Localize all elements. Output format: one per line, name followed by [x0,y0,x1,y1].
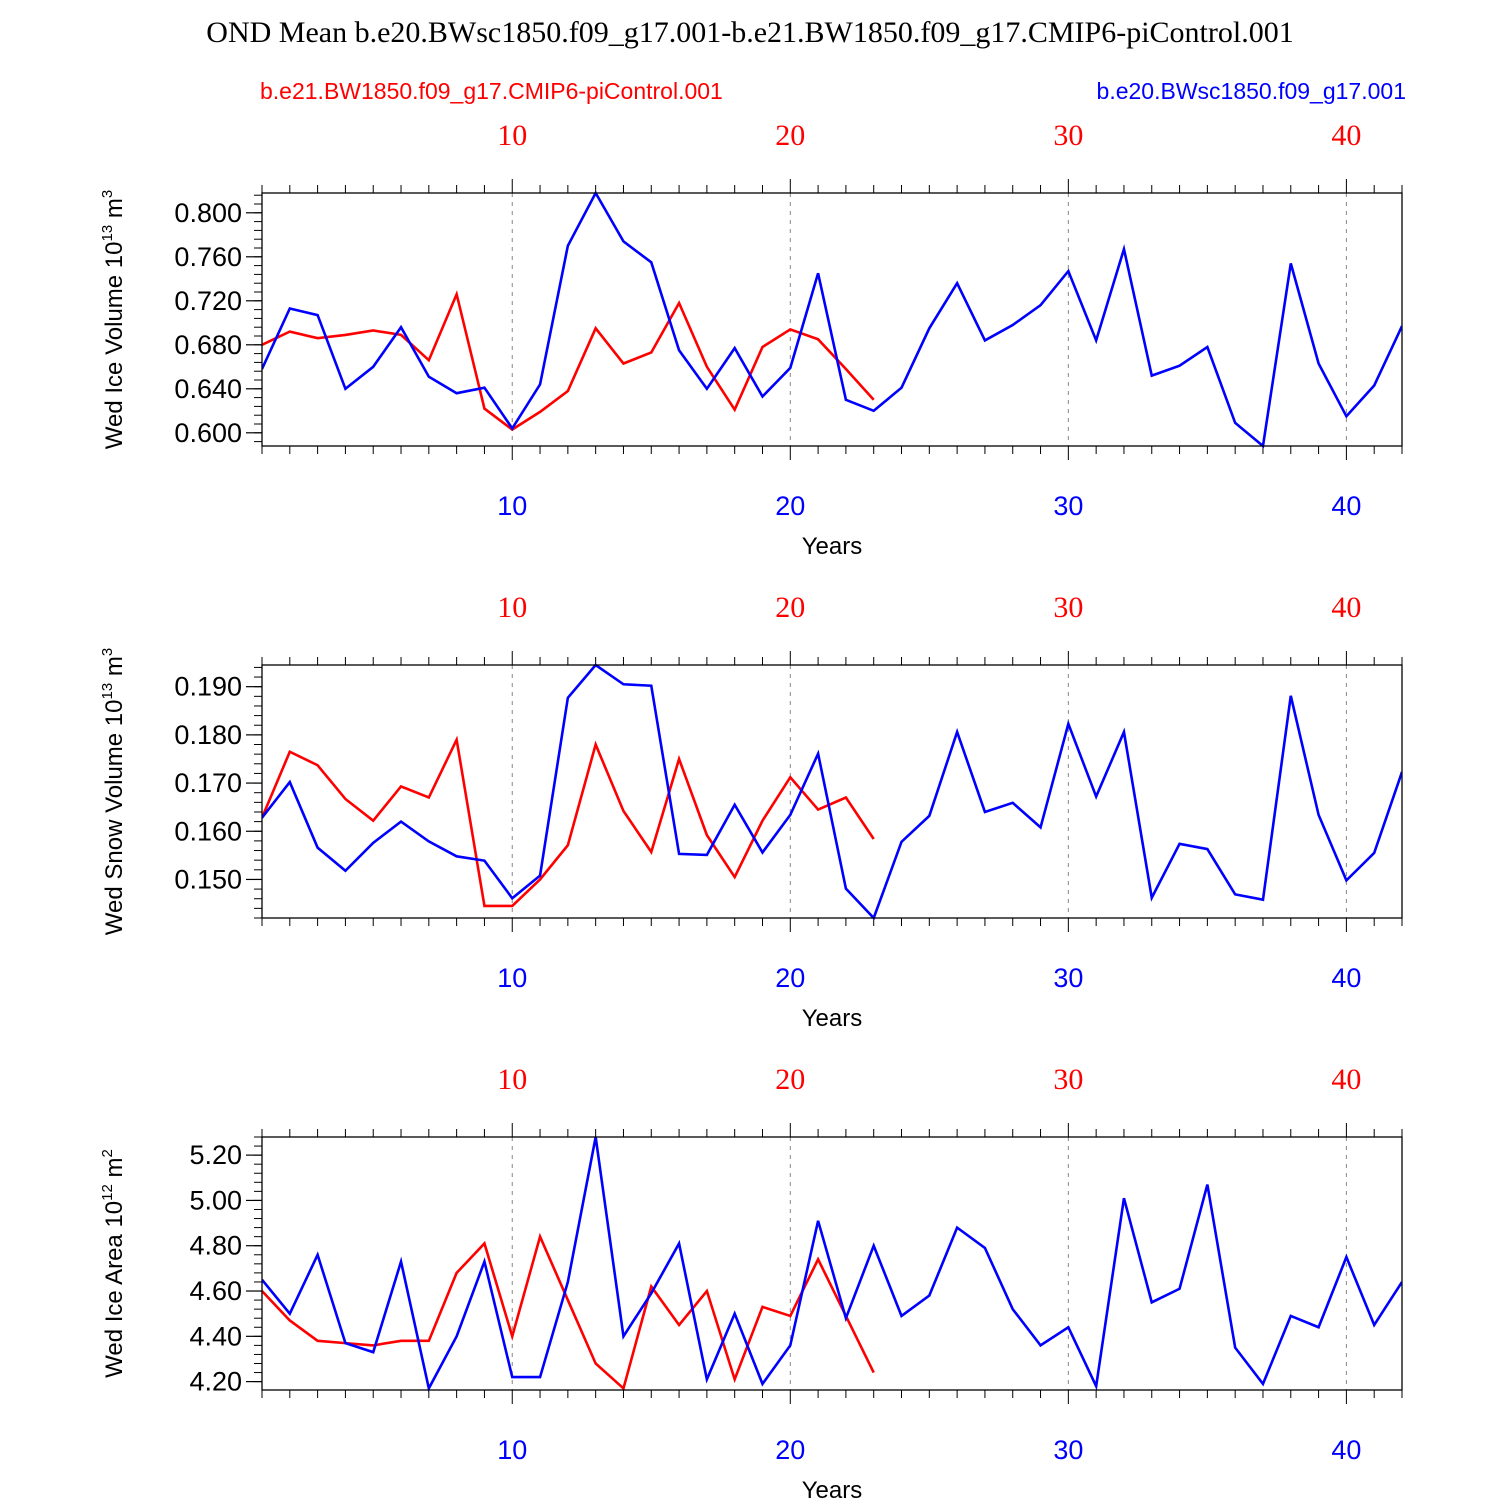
y-axis-label: Wed Ice Area 1012 m2 [99,1149,128,1378]
x-tick-label-top: 20 [775,591,805,624]
series-line-experiment [262,663,1402,920]
y-tick-label: 4.60 [189,1276,242,1306]
y-axis-unit-exp: 13 [99,225,116,242]
y-tick-label: 0.800 [174,198,242,228]
x-axis-label: Years [802,533,863,560]
x-tick-label-bottom: 20 [775,1435,805,1465]
x-tick-label-bottom: 30 [1053,1435,1083,1465]
y-tick-label: 0.720 [174,286,242,316]
y-axis-label: Wed Ice Volume 1013 m3 [99,190,128,449]
x-tick-label-bottom: 30 [1053,491,1083,521]
y-tick-label: 0.170 [174,768,242,798]
y-axis-unit-tail: m [101,1157,128,1184]
y-axis-label: Wed Snow Volume 1013 m3 [99,648,128,935]
y-tick-label: 0.760 [174,242,242,272]
plot-frame [261,1136,1403,1391]
y-axis-unit-base: 10 [101,699,128,726]
y-tick-label: 0.680 [174,330,242,360]
y-axis-label-text: Wed Snow Volume [101,726,128,935]
y-axis-unit-tail-exp: 3 [99,648,116,656]
y-tick-label: 0.640 [174,374,242,404]
chart-panel-3: 4.20 4.40 4.60 4.80 5.00 5.20 10 20 30 40 10 20 30 40… [99,1063,1403,1500]
y-tick-label: 0.160 [174,816,242,846]
y-tick-label: 5.20 [189,1140,242,1170]
y-axis-unit-tail: m [101,198,128,225]
y-tick-label: 0.150 [174,864,242,894]
x-tick-label-top: 40 [1331,119,1361,152]
y-axis-label-text: Wed Ice Area [101,1228,128,1378]
x-tick-label-top: 40 [1331,1063,1361,1096]
series-line-control [262,735,875,908]
x-tick-label-top: 10 [497,591,527,624]
x-axis-label: Years [802,1005,863,1032]
y-axis-unit-base: 10 [101,242,128,269]
chart-panel-1: 0.600 0.640 0.680 0.720 0.760 0.800 10 20 30 40 10… [99,119,1403,560]
y-axis-unit-tail-exp: 3 [99,190,116,198]
y-tick-label: 5.00 [189,1185,242,1215]
x-tick-label-bottom: 30 [1053,963,1083,993]
x-tick-label-top: 10 [497,119,527,152]
y-axis-unit-exp: 13 [99,683,116,700]
y-axis-unit-base: 10 [101,1201,128,1228]
series-line-control [262,290,875,432]
series-line-experiment [262,1136,1402,1392]
x-tick-label-top: 30 [1053,119,1083,152]
y-tick-label: 0.180 [174,720,242,750]
x-tick-label-top: 20 [775,1063,805,1096]
x-tick-label-bottom: 20 [775,963,805,993]
x-tick-label-top: 30 [1053,591,1083,624]
x-tick-label-bottom: 10 [497,1435,527,1465]
x-tick-label-bottom: 40 [1331,963,1361,993]
series-line-experiment [262,191,1402,448]
x-tick-label-top: 40 [1331,591,1361,624]
x-tick-label-top: 30 [1053,1063,1083,1096]
x-tick-label-bottom: 10 [497,491,527,521]
x-tick-label-top: 10 [497,1063,527,1096]
y-axis-unit-exp: 12 [99,1184,116,1201]
x-tick-label-bottom: 10 [497,963,527,993]
x-tick-label-top: 20 [775,119,805,152]
y-tick-label: 0.600 [174,418,242,448]
plot-frame [261,192,1403,447]
x-tick-label-bottom: 40 [1331,1435,1361,1465]
legend-experiment-label: b.e20.BWsc1850.f09_g17.001 [1096,78,1406,104]
x-axis-label: Years [802,1477,863,1500]
y-axis-unit-tail: m [101,656,128,683]
series-line-control [262,1232,875,1391]
y-tick-label: 4.20 [189,1367,242,1397]
page-title: OND Mean b.e20.BWsc1850.f09_g17.001-b.e2… [206,16,1294,49]
y-axis-label-text: Wed Ice Volume [101,268,128,449]
y-tick-label: 0.190 [174,672,242,702]
plot-frame [261,664,1403,919]
chart-panel-2: 0.150 0.160 0.170 0.180 0.190 10 20 30 40 10 20 30 4… [99,591,1403,1032]
x-tick-label-bottom: 40 [1331,491,1361,521]
x-tick-label-bottom: 20 [775,491,805,521]
y-tick-label: 4.40 [189,1321,242,1351]
y-axis-unit-tail-exp: 2 [99,1149,116,1157]
legend-control-label: b.e21.BW1850.f09_g17.CMIP6-piControl.001 [260,78,723,104]
y-tick-label: 4.80 [189,1231,242,1261]
